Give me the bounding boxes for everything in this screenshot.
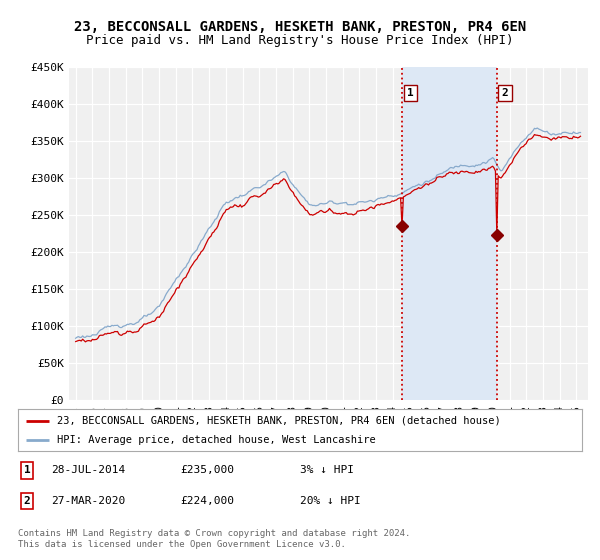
Text: Price paid vs. HM Land Registry's House Price Index (HPI): Price paid vs. HM Land Registry's House … bbox=[86, 34, 514, 46]
Text: 2: 2 bbox=[23, 496, 31, 506]
Text: £235,000: £235,000 bbox=[180, 465, 234, 475]
Text: Contains HM Land Registry data © Crown copyright and database right 2024.
This d: Contains HM Land Registry data © Crown c… bbox=[18, 529, 410, 549]
Text: 27-MAR-2020: 27-MAR-2020 bbox=[51, 496, 125, 506]
Text: 2: 2 bbox=[502, 88, 508, 98]
Text: 28-JUL-2014: 28-JUL-2014 bbox=[51, 465, 125, 475]
Text: 20% ↓ HPI: 20% ↓ HPI bbox=[300, 496, 361, 506]
Text: £224,000: £224,000 bbox=[180, 496, 234, 506]
Text: 23, BECCONSALL GARDENS, HESKETH BANK, PRESTON, PR4 6EN: 23, BECCONSALL GARDENS, HESKETH BANK, PR… bbox=[74, 20, 526, 34]
Text: 1: 1 bbox=[23, 465, 31, 475]
Text: HPI: Average price, detached house, West Lancashire: HPI: Average price, detached house, West… bbox=[58, 435, 376, 445]
Text: 23, BECCONSALL GARDENS, HESKETH BANK, PRESTON, PR4 6EN (detached house): 23, BECCONSALL GARDENS, HESKETH BANK, PR… bbox=[58, 416, 501, 426]
Text: 1: 1 bbox=[407, 88, 414, 98]
Text: 3% ↓ HPI: 3% ↓ HPI bbox=[300, 465, 354, 475]
Bar bbox=[402, 67, 497, 400]
